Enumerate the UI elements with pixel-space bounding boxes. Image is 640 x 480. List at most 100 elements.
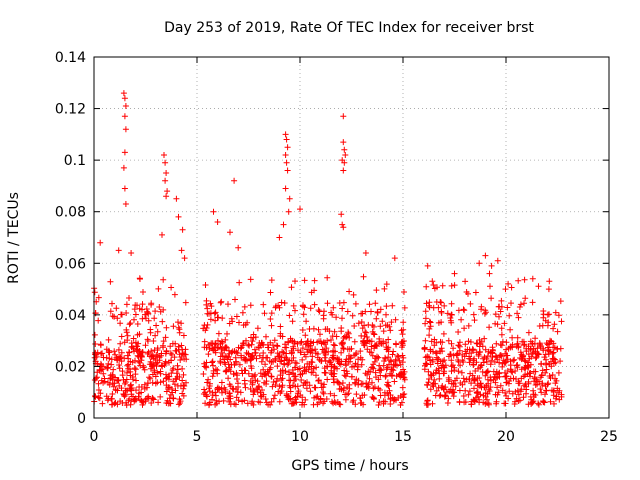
data-point (169, 367, 176, 373)
data-point (340, 113, 347, 120)
data-point (219, 315, 226, 322)
data-point (440, 385, 447, 392)
data-point (310, 401, 317, 408)
data-point (433, 387, 440, 394)
data-point (383, 311, 389, 318)
data-point (455, 329, 462, 335)
data-point (374, 355, 380, 361)
data-point (215, 314, 222, 321)
data-point (307, 338, 314, 345)
data-point (297, 349, 304, 356)
data-point (294, 340, 301, 347)
data-point (214, 219, 221, 225)
data-point (339, 305, 346, 312)
chart-title: Day 253 of 2019, Rate Of TEC Index for r… (164, 20, 534, 36)
data-point (226, 364, 233, 371)
data-point (247, 386, 254, 392)
data-point (128, 344, 135, 351)
data-point (349, 312, 356, 319)
data-point (112, 351, 119, 358)
data-point (523, 390, 529, 397)
data-point (508, 300, 514, 307)
data-point (351, 323, 358, 329)
data-point (355, 320, 362, 327)
data-point (313, 372, 319, 379)
y-tick-label: 0 (77, 411, 86, 427)
data-point (135, 358, 142, 365)
data-point (116, 365, 123, 372)
data-point (383, 303, 390, 310)
data-point (558, 318, 565, 325)
data-point (321, 354, 328, 361)
data-point (251, 373, 257, 380)
data-point (483, 358, 490, 365)
data-point (432, 369, 439, 376)
data-point (281, 360, 287, 367)
data-point (233, 313, 240, 320)
data-point (138, 389, 145, 396)
data-point (215, 330, 222, 337)
y-tick-label: 0.04 (55, 308, 86, 324)
data-point (136, 359, 143, 366)
data-point (206, 402, 212, 409)
data-point (424, 262, 431, 269)
data-point (152, 308, 159, 315)
data-point (283, 159, 290, 166)
data-point (302, 396, 309, 403)
data-point (451, 367, 458, 374)
data-point (353, 376, 360, 383)
y-tick-label: 0.12 (55, 102, 86, 118)
data-point (247, 276, 254, 283)
data-point (382, 354, 389, 361)
tick-labels: 0 5 10 15 20 25 0 0.02 0.04 0.06 0.08 0.1 0.12 0.14 (55, 50, 618, 445)
data-point (123, 376, 130, 383)
data-point (121, 113, 128, 120)
data-point (216, 385, 223, 392)
data-point (182, 299, 189, 306)
data-point (471, 385, 477, 392)
data-point (302, 332, 309, 339)
data-point (301, 277, 308, 284)
data-point (135, 393, 142, 400)
data-point (385, 383, 392, 390)
data-point (455, 307, 462, 314)
data-point (121, 185, 128, 192)
data-point (159, 363, 166, 370)
data-point (131, 348, 137, 355)
data-point (122, 391, 129, 398)
data-point (107, 278, 114, 285)
data-point (438, 308, 445, 315)
data-point (539, 322, 546, 329)
data-point (445, 395, 452, 402)
data-point (133, 347, 140, 354)
data-point (427, 323, 434, 330)
data-point (97, 342, 104, 349)
data-point (301, 379, 308, 386)
data-point (498, 331, 505, 338)
data-point (230, 371, 237, 378)
data-point (139, 306, 145, 313)
data-point (252, 371, 259, 378)
data-point (304, 349, 311, 356)
data-point (390, 348, 397, 355)
data-point (515, 344, 522, 351)
data-point (532, 382, 539, 388)
data-point (214, 345, 221, 351)
data-point (132, 366, 139, 373)
data-point (545, 347, 552, 354)
plot-frame (93, 56, 610, 419)
data-point (142, 396, 149, 403)
data-point (472, 289, 479, 296)
data-point (263, 399, 270, 406)
data-point (143, 315, 149, 322)
data-point (549, 387, 555, 394)
data-point (478, 384, 485, 391)
data-point (497, 308, 504, 315)
data-point (507, 326, 514, 333)
data-point (200, 325, 207, 332)
data-point (476, 337, 483, 343)
data-point (119, 311, 125, 318)
data-point (324, 337, 331, 344)
data-point (429, 381, 436, 388)
data-point (387, 396, 394, 403)
